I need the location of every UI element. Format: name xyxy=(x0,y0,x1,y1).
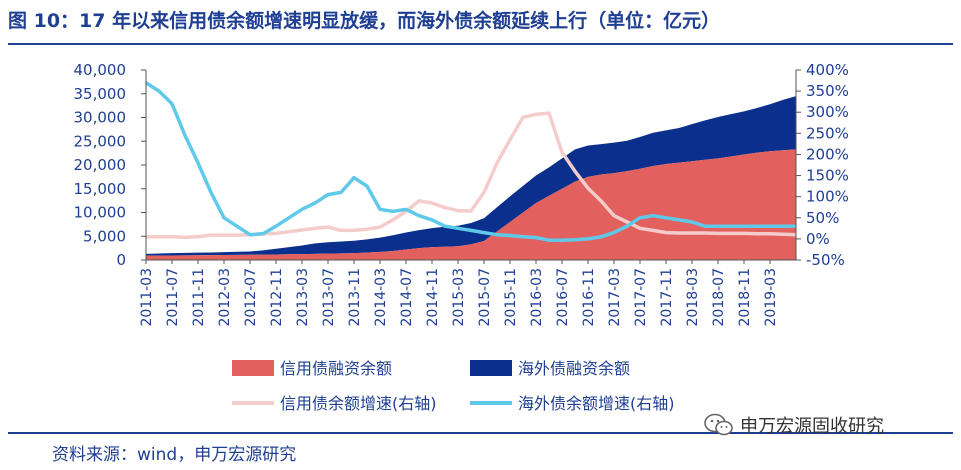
x-tick-label: 2016-03 xyxy=(529,268,545,327)
x-tick-label: 2012-07 xyxy=(243,268,259,327)
y-right-tick-label: -50% xyxy=(806,251,845,269)
legend-swatch xyxy=(232,360,274,376)
watermark-text: 申万宏源固收研究 xyxy=(740,416,884,437)
y-left-tick-label: 35,000 xyxy=(74,85,127,103)
x-tick-label: 2017-07 xyxy=(633,268,649,327)
x-tick-label: 2015-11 xyxy=(503,268,519,327)
footer-divider xyxy=(8,432,953,434)
x-tick-label: 2018-11 xyxy=(737,268,753,327)
y-right-tick-label: 350% xyxy=(806,82,849,100)
y-right-tick-label: 300% xyxy=(806,103,849,121)
wechat-icon xyxy=(704,413,733,436)
x-tick-label: 2017-11 xyxy=(659,268,675,327)
chart-title: 图 10：17 年以来信用债余额增速明显放缓，而海外债余额延续上行（单位：亿元） xyxy=(8,10,721,32)
y-left-tick-label: 30,000 xyxy=(74,109,127,127)
y-left-tick-label: 10,000 xyxy=(74,204,127,222)
x-tick-label: 2014-07 xyxy=(399,268,415,327)
legend-label: 海外债融资余额 xyxy=(518,359,630,378)
x-tick-label: 2011-03 xyxy=(139,268,155,327)
x-tick-label: 2018-03 xyxy=(685,268,701,327)
y-left-tick-label: 25,000 xyxy=(74,132,127,150)
title-divider xyxy=(8,43,953,45)
y-right-tick-label: 250% xyxy=(806,124,849,142)
y-right-tick-label: 0% xyxy=(806,230,830,248)
x-tick-label: 2012-11 xyxy=(269,268,285,327)
series-line-overseas-growth xyxy=(145,81,796,242)
x-tick-label: 2017-03 xyxy=(607,268,623,327)
x-tick-label: 2013-03 xyxy=(295,268,311,327)
x-tick-label: 2014-03 xyxy=(373,268,389,327)
y-left-tick-label: 5,000 xyxy=(83,227,126,245)
x-tick-label: 2016-11 xyxy=(581,268,597,327)
y-right-tick-label: 150% xyxy=(806,167,849,185)
y-left-tick-label: 40,000 xyxy=(74,61,127,79)
watermark: 申万宏源固收研究 xyxy=(704,412,884,438)
x-tick-label: 2013-11 xyxy=(347,268,363,327)
x-tick-label: 2011-11 xyxy=(191,268,207,327)
legend-swatch xyxy=(470,360,512,376)
y-left-tick-label: 20,000 xyxy=(74,156,127,174)
series-area-overseas-balance xyxy=(146,96,796,256)
series-area-credit-balance xyxy=(146,149,796,260)
x-tick-label: 2013-07 xyxy=(321,268,337,327)
y-right-tick-label: 200% xyxy=(806,145,849,163)
legend-label: 海外债余额增速(右轴) xyxy=(518,394,675,413)
y-right-tick-label: 100% xyxy=(806,188,849,206)
x-tick-label: 2014-11 xyxy=(425,268,441,327)
y-left-tick-label: 15,000 xyxy=(74,180,127,198)
legend-label: 信用债融资余额 xyxy=(280,359,392,378)
x-tick-label: 2012-03 xyxy=(217,268,233,327)
y-right-tick-label: 50% xyxy=(806,209,839,227)
y-right-tick-label: 400% xyxy=(806,61,849,79)
x-tick-label: 2015-07 xyxy=(477,268,493,327)
x-tick-label: 2016-07 xyxy=(555,268,571,327)
source-note: 资料来源：wind，申万宏源研究 xyxy=(52,445,297,465)
x-tick-label: 2015-03 xyxy=(451,268,467,327)
legend-label: 信用债余额增速(右轴) xyxy=(280,394,437,413)
x-tick-label: 2018-07 xyxy=(711,268,727,327)
y-left-tick-label: 0 xyxy=(116,251,126,269)
x-tick-label: 2011-07 xyxy=(165,268,181,327)
x-tick-label: 2019-03 xyxy=(763,268,779,327)
